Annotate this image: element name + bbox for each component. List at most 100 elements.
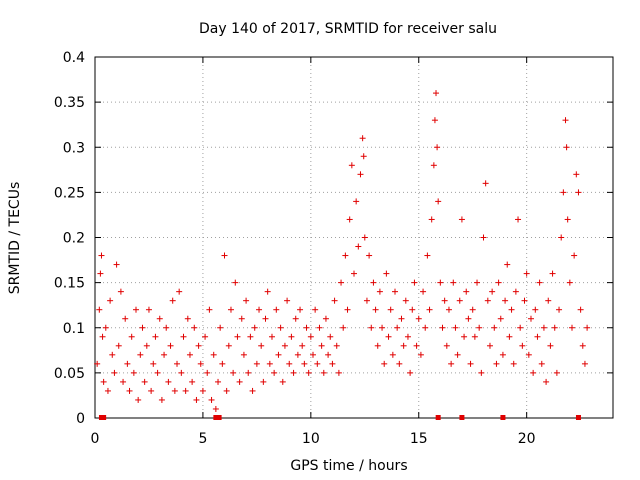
data-point (353, 198, 360, 205)
data-point (225, 342, 232, 349)
data-point (525, 351, 532, 358)
data-point (271, 369, 278, 376)
data-point (294, 351, 301, 358)
data-point (553, 369, 560, 376)
data-points (94, 90, 591, 420)
data-point (547, 342, 554, 349)
data-point (277, 324, 284, 331)
data-point (238, 315, 245, 322)
data-point (556, 306, 563, 313)
data-point (370, 279, 377, 286)
data-point (318, 342, 325, 349)
data-point (139, 324, 146, 331)
data-point (404, 333, 411, 340)
data-point (573, 171, 580, 178)
data-point (454, 351, 461, 358)
data-point (126, 387, 133, 394)
data-point (510, 360, 517, 367)
x-tick-label: 15 (410, 431, 428, 447)
data-point (413, 342, 420, 349)
data-point (288, 333, 295, 340)
data-point (577, 306, 584, 313)
data-point (346, 216, 353, 223)
data-point (245, 369, 252, 376)
zero-data-point (575, 415, 581, 420)
data-point (325, 351, 332, 358)
data-point (217, 324, 224, 331)
data-point (234, 333, 241, 340)
data-point (158, 396, 165, 403)
data-point (420, 288, 427, 295)
data-point (433, 90, 440, 97)
data-point (208, 396, 215, 403)
data-point (148, 387, 155, 394)
data-point (120, 378, 127, 385)
data-point (186, 351, 193, 358)
data-point (532, 306, 539, 313)
data-point (571, 252, 578, 259)
data-point (480, 234, 487, 241)
data-point (292, 315, 299, 322)
data-point (303, 324, 310, 331)
data-point (161, 351, 168, 358)
data-point (309, 351, 316, 358)
data-point (389, 351, 396, 358)
data-point (206, 306, 213, 313)
data-point (219, 360, 226, 367)
data-point (434, 144, 441, 151)
data-point (333, 342, 340, 349)
data-point (133, 306, 140, 313)
zero-data-point (101, 415, 107, 420)
x-tick-label: 0 (91, 431, 100, 447)
data-point (335, 369, 342, 376)
data-point (484, 297, 491, 304)
data-point (517, 324, 524, 331)
data-point (156, 315, 163, 322)
data-point (100, 378, 107, 385)
data-point (96, 306, 103, 313)
data-point (152, 333, 159, 340)
data-point (430, 162, 437, 169)
data-point (508, 306, 515, 313)
x-tick-labels: 0 5 10 15 20 (91, 431, 536, 447)
data-point (568, 324, 575, 331)
data-point (135, 396, 142, 403)
data-point (360, 153, 367, 160)
data-point (363, 297, 370, 304)
data-point (458, 216, 465, 223)
data-point (493, 360, 500, 367)
y-tick-label: 0 (76, 411, 85, 427)
data-point (256, 306, 263, 313)
y-tick-label: 0.3 (63, 140, 85, 156)
data-point (361, 234, 368, 241)
data-point (202, 333, 209, 340)
data-point (439, 324, 446, 331)
data-point (176, 288, 183, 295)
data-point (342, 252, 349, 259)
data-point (579, 342, 586, 349)
data-point (184, 315, 191, 322)
data-point (435, 198, 442, 205)
data-point (379, 324, 386, 331)
data-point (212, 405, 219, 412)
data-point (566, 279, 573, 286)
grid-lines (95, 57, 613, 418)
data-point (521, 297, 528, 304)
data-point (478, 369, 485, 376)
data-point (189, 378, 196, 385)
data-point (519, 342, 526, 349)
data-point (98, 252, 105, 259)
y-tick-labels: 0 0.05 0.1 0.15 0.2 0.25 0.3 0.35 0.4 (54, 50, 85, 427)
data-point (141, 378, 148, 385)
zero-data-point (435, 415, 441, 420)
data-point (290, 369, 297, 376)
data-point (169, 297, 176, 304)
y-tick-label: 0.2 (63, 231, 85, 247)
data-point (253, 360, 260, 367)
y-tick-label: 0.1 (63, 321, 85, 337)
data-point (376, 288, 383, 295)
data-point (344, 306, 351, 313)
data-point (312, 306, 319, 313)
data-point (329, 360, 336, 367)
